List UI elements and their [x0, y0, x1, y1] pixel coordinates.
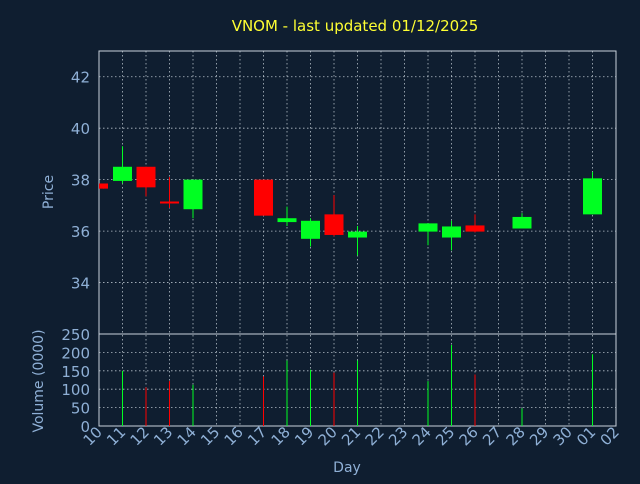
candle-body — [277, 218, 297, 223]
x-tick-label: 16 — [221, 423, 247, 449]
candle-body — [418, 223, 438, 232]
x-tick-label: 25 — [432, 423, 458, 449]
candle-body — [113, 166, 132, 181]
candle-body — [160, 201, 179, 204]
x-tick-label: 11 — [103, 423, 129, 449]
x-tick-label: 17 — [244, 423, 270, 449]
x-tick-label: 18 — [268, 423, 294, 449]
candle-body — [324, 214, 344, 235]
candle-body — [465, 225, 485, 232]
x-tick-label: 13 — [150, 423, 176, 449]
volume-axis-label: Volume (0000) — [31, 329, 47, 432]
volume-tick-label: 250 — [61, 326, 90, 344]
x-tick-label: 12 — [127, 423, 153, 449]
candle-body — [183, 179, 203, 210]
x-tick-label: 28 — [503, 423, 529, 449]
x-tick-label: 02 — [597, 423, 623, 449]
price-axis-label: Price — [41, 175, 57, 209]
x-tick-label: 15 — [197, 423, 223, 449]
candle-body — [136, 166, 156, 188]
chart-title: VNOM - last updated 01/12/2025 — [232, 17, 479, 35]
x-tick-label: 14 — [174, 423, 200, 449]
x-tick-label: 24 — [409, 423, 435, 449]
x-tick-label: 21 — [338, 423, 364, 449]
price-tick-label: 36 — [71, 223, 90, 241]
x-tick-label: 01 — [573, 423, 599, 449]
candle-body — [583, 178, 602, 215]
price-tick-label: 40 — [71, 120, 90, 138]
candle-body — [512, 216, 532, 229]
candle-body — [348, 231, 367, 238]
x-tick-label: 29 — [526, 423, 552, 449]
candle-body — [99, 183, 108, 189]
price-tick-label: 42 — [71, 69, 90, 87]
x-tick-label: 26 — [456, 423, 482, 449]
candle-body — [442, 226, 461, 238]
x-tick-label: 19 — [291, 423, 317, 449]
x-axis-label: Day — [333, 460, 361, 476]
x-tick-label: 20 — [315, 423, 341, 449]
volume-tick-label: 100 — [61, 381, 90, 399]
volume-tick-label: 0 — [80, 418, 90, 436]
x-tick-label: 22 — [362, 423, 388, 449]
volume-tick-label: 50 — [71, 400, 90, 418]
volume-tick-label: 150 — [61, 363, 90, 381]
x-tick-label: 27 — [479, 423, 505, 449]
candle-body — [301, 220, 320, 239]
price-tick-label: 38 — [71, 172, 90, 190]
price-tick-label: 34 — [71, 275, 90, 293]
volume-tick-label: 200 — [61, 344, 90, 362]
x-tick-label: 23 — [385, 423, 411, 449]
x-tick-label: 30 — [550, 423, 576, 449]
candle-body — [254, 179, 273, 216]
